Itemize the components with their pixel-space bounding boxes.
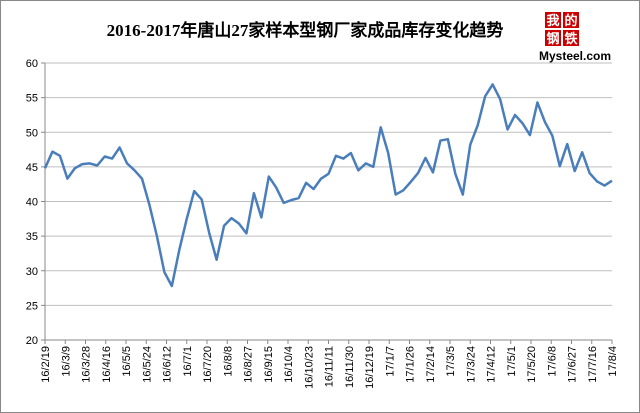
- x-tick-label: 16/3/9: [60, 346, 72, 377]
- y-tick-label: 20: [26, 335, 38, 347]
- x-tick-label: 16/10/23: [303, 346, 315, 389]
- y-tick-label: 60: [26, 58, 38, 70]
- x-tick-label: 16/5/5: [121, 346, 133, 377]
- data-line: [43, 83, 613, 288]
- logo-block: [563, 12, 579, 28]
- y-tick-label: 45: [26, 162, 38, 174]
- x-tick-label: 16/5/24: [141, 346, 153, 383]
- x-tick-label: 16/6/12: [162, 346, 174, 383]
- x-tick-label: 17/1/7: [384, 346, 396, 377]
- logo-char: 的: [564, 13, 577, 28]
- x-tick-label: 17/3/24: [465, 346, 477, 383]
- x-tick-label: 16/11/11: [324, 346, 336, 387]
- x-tick-label: 17/2/14: [425, 346, 437, 383]
- x-tick-label: 17/7/16: [587, 346, 599, 383]
- logo-block: [545, 30, 561, 46]
- logo-char: 铁: [563, 31, 577, 46]
- logo-block: [563, 30, 579, 46]
- logo-block: [545, 12, 561, 28]
- x-tick-label: 16/10/4: [283, 346, 295, 383]
- y-tick-label: 55: [26, 93, 38, 105]
- x-tick-label: 17/6/8: [546, 346, 558, 377]
- x-tick-label: 17/5/1: [506, 346, 518, 377]
- x-tick-label: 16/2/19: [40, 346, 52, 383]
- y-tick-label: 30: [26, 266, 38, 278]
- x-tick-label: 17/5/20: [526, 346, 538, 383]
- x-tick-label: 16/11/30: [344, 346, 356, 388]
- y-tick-label: 50: [26, 127, 38, 139]
- y-tick-label: 40: [26, 197, 38, 209]
- logo-brand: Mysteel.com: [539, 49, 611, 63]
- x-tick-label: 17/6/27: [567, 346, 579, 383]
- logo-char: 我: [546, 13, 559, 28]
- logo-char: 钢: [546, 31, 559, 46]
- x-tick-label: 17/8/4: [607, 346, 619, 377]
- x-tick-label: 16/12/19: [364, 346, 376, 389]
- x-tick-label: 17/4/12: [486, 346, 498, 383]
- logo: 我 的 钢 铁 Mysteel.com: [539, 12, 611, 63]
- x-tick-label: 16/7/20: [202, 346, 214, 383]
- x-tick-label: 17/1/26: [405, 346, 417, 383]
- x-tick-label: 16/4/16: [101, 346, 113, 383]
- x-tick-label: 16/7/1: [182, 346, 194, 377]
- chart-title: 2016-2017年唐山27家样本型钢厂家成品库存变化趋势: [107, 20, 504, 40]
- x-tick-label: 16/3/28: [81, 346, 93, 383]
- x-tick-label: 16/9/15: [263, 346, 275, 383]
- y-tick-label: 35: [26, 231, 38, 243]
- y-tick-label: 25: [26, 300, 38, 312]
- x-tick-label: 17/3/5: [445, 346, 457, 377]
- x-tick-label: 16/8/8: [222, 346, 234, 377]
- x-tick-label: 16/8/27: [243, 346, 255, 383]
